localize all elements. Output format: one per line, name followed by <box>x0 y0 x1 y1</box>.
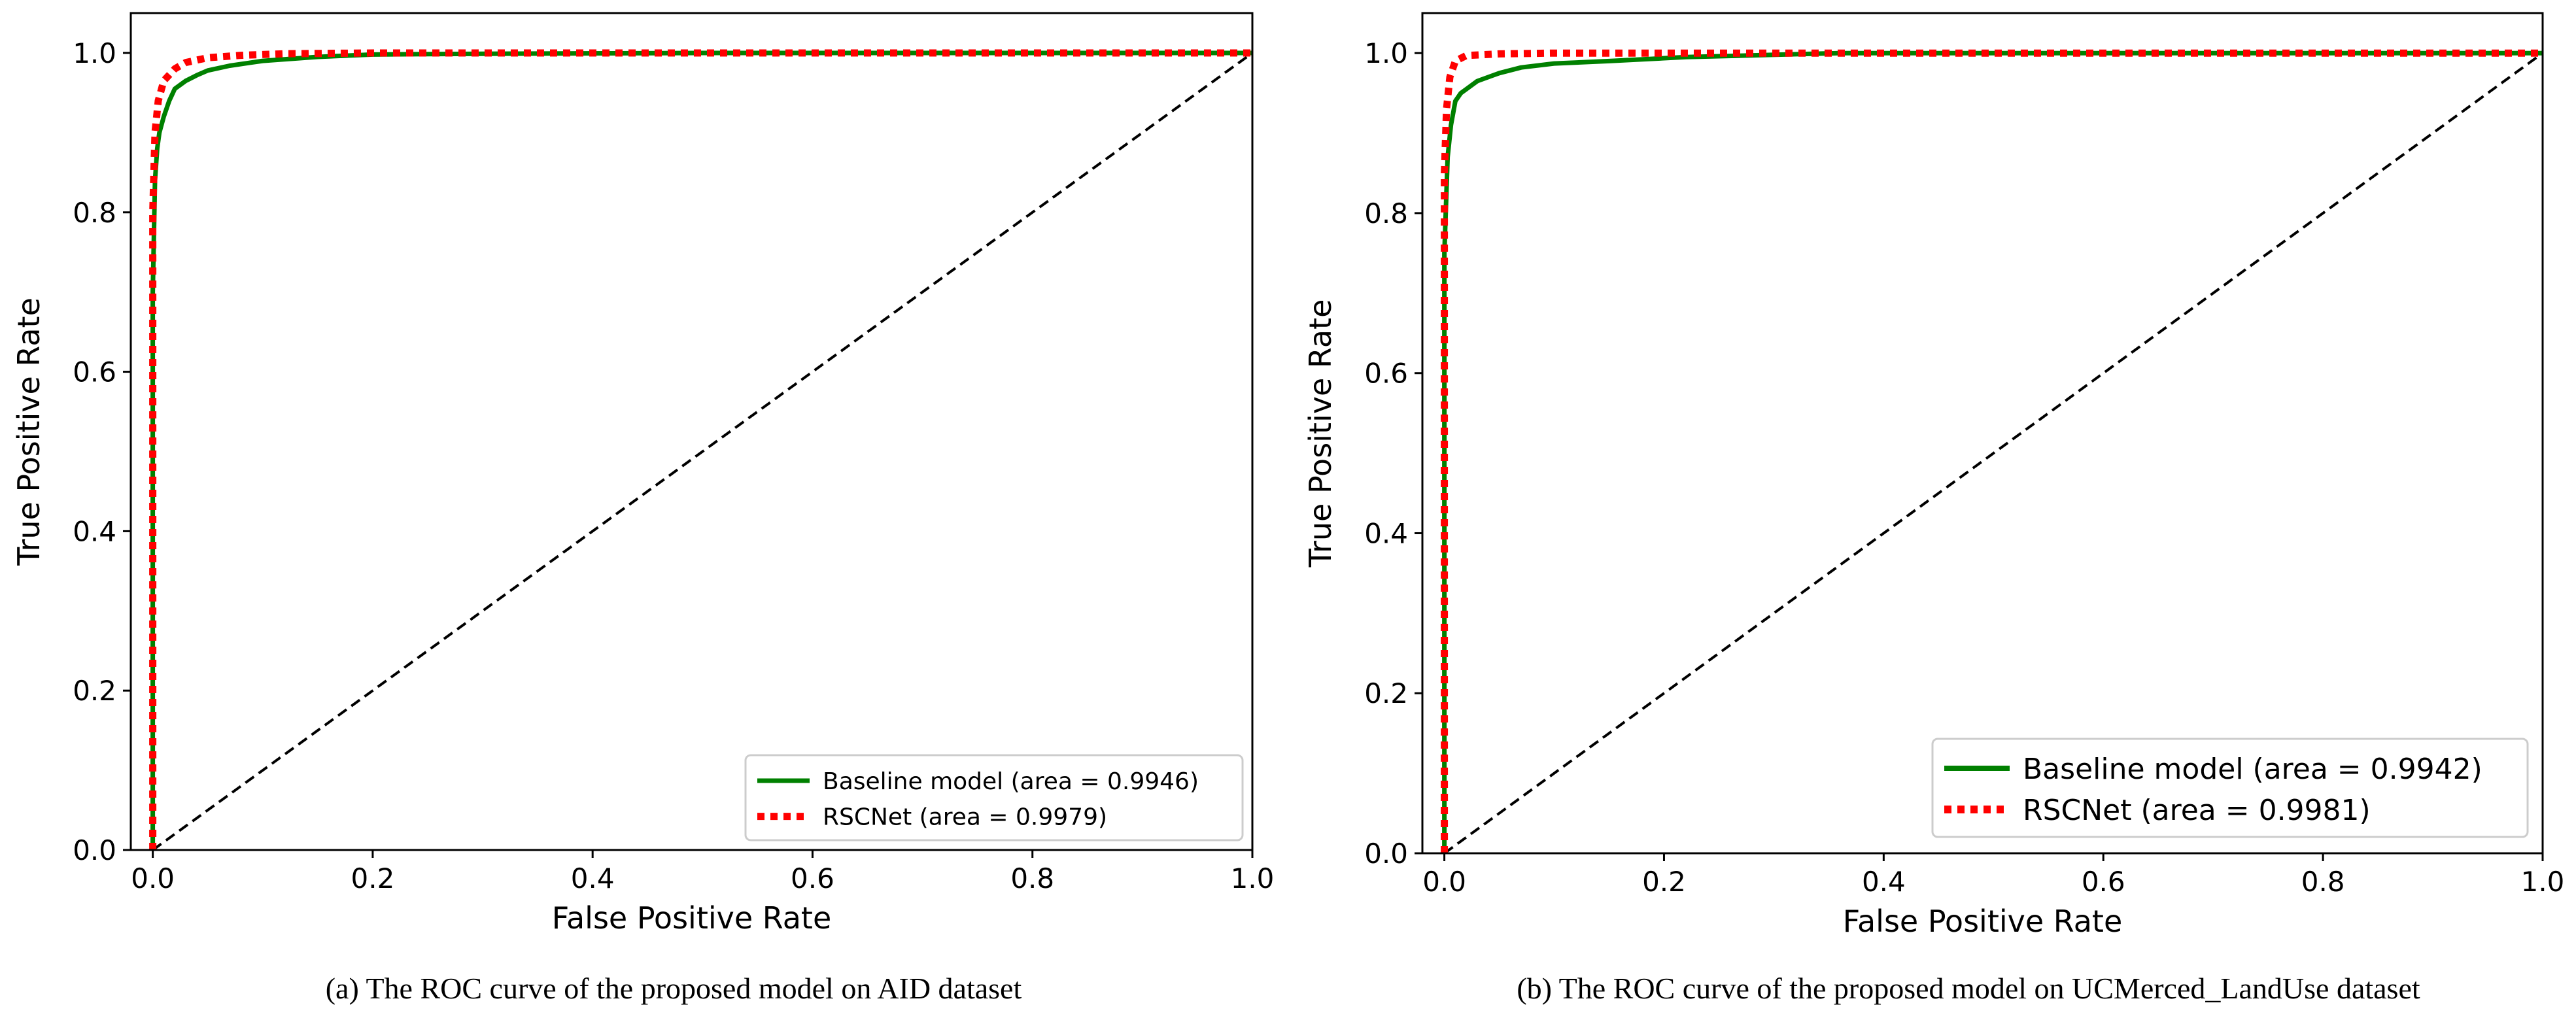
y-tick-label: 0.6 <box>73 356 116 388</box>
chance-diagonal-line <box>1443 52 2544 855</box>
chance-diagonal-line <box>152 52 1254 851</box>
y-tick-label: 0.2 <box>1364 677 1408 709</box>
x-tick-label: 0.8 <box>1010 862 1054 894</box>
plot-frame <box>1421 12 2544 855</box>
figure-caption: (b) The ROC curve of the proposed model … <box>1517 972 2420 1005</box>
y-tick-label: 0.6 <box>1364 358 1408 390</box>
y-tick-label: 0.0 <box>73 834 116 866</box>
y-axis-label: True Positive Rate <box>1303 299 1338 568</box>
plot-frame <box>129 12 1254 851</box>
legend-baseline-label: Baseline model (area = 0.9942) <box>2023 753 2482 786</box>
roc-panel-aid: 0.0 0.2 0.4 0.6 0.8 1.0 0.0 0.2 0.4 0.6 0.8 1.0 Fals… <box>11 12 1275 1005</box>
y-tick-label: 0.0 <box>1364 838 1408 870</box>
y-tick-label: 1.0 <box>73 37 116 69</box>
x-tick-label: 0.6 <box>2082 866 2125 898</box>
x-tick-label: 0.4 <box>571 862 615 894</box>
legend-box <box>1931 738 2529 838</box>
x-tick-label: 0.2 <box>351 862 395 894</box>
x-axis-label: False Positive Rate <box>1843 904 2123 939</box>
rscnet-roc-curve <box>1441 49 2543 853</box>
x-tick-label: 1.0 <box>2521 866 2565 898</box>
y-tick-label: 0.8 <box>73 197 116 229</box>
y-tick-label: 1.0 <box>1364 37 1408 69</box>
y-tick-label: 0.4 <box>1364 517 1408 549</box>
y-tick-label: 0.2 <box>73 675 116 707</box>
legend-rscnet-label: RSCNet (area = 0.9981) <box>2023 794 2371 827</box>
x-tick-label: 0.0 <box>131 862 175 894</box>
x-tick-label: 0.2 <box>1642 866 1686 898</box>
x-tick-label: 0.0 <box>1422 866 1466 898</box>
legend-rscnet-label: RSCNet (area = 0.9979) <box>823 804 1107 831</box>
y-tick-label: 0.8 <box>1364 197 1408 230</box>
legend-box <box>744 754 1244 842</box>
x-axis-label: False Positive Rate <box>552 900 832 936</box>
legend: Baseline model (area = 0.9942) RSCNet (ar… <box>1931 738 2529 838</box>
y-tick-label: 0.4 <box>73 515 116 547</box>
legend: Baseline model (area = 0.9946) RSCNet (ar… <box>744 754 1244 842</box>
x-tick-label: 0.4 <box>1862 866 1906 898</box>
x-tick-label: 1.0 <box>1231 862 1275 894</box>
figure-caption: (a) The ROC curve of the proposed model … <box>326 972 1022 1005</box>
y-axis-label: True Positive Rate <box>11 298 46 566</box>
legend-baseline-label: Baseline model (area = 0.9946) <box>823 768 1199 795</box>
x-tick-label: 0.6 <box>791 862 834 894</box>
rscnet-roc-curve <box>149 49 1252 850</box>
roc-panel-ucmerced: 0.0 0.2 0.4 0.6 0.8 1.0 0.0 0.2 0.4 0.6 0.8 1.0 Fals… <box>1303 12 2565 1005</box>
x-tick-label: 0.8 <box>2301 866 2345 898</box>
